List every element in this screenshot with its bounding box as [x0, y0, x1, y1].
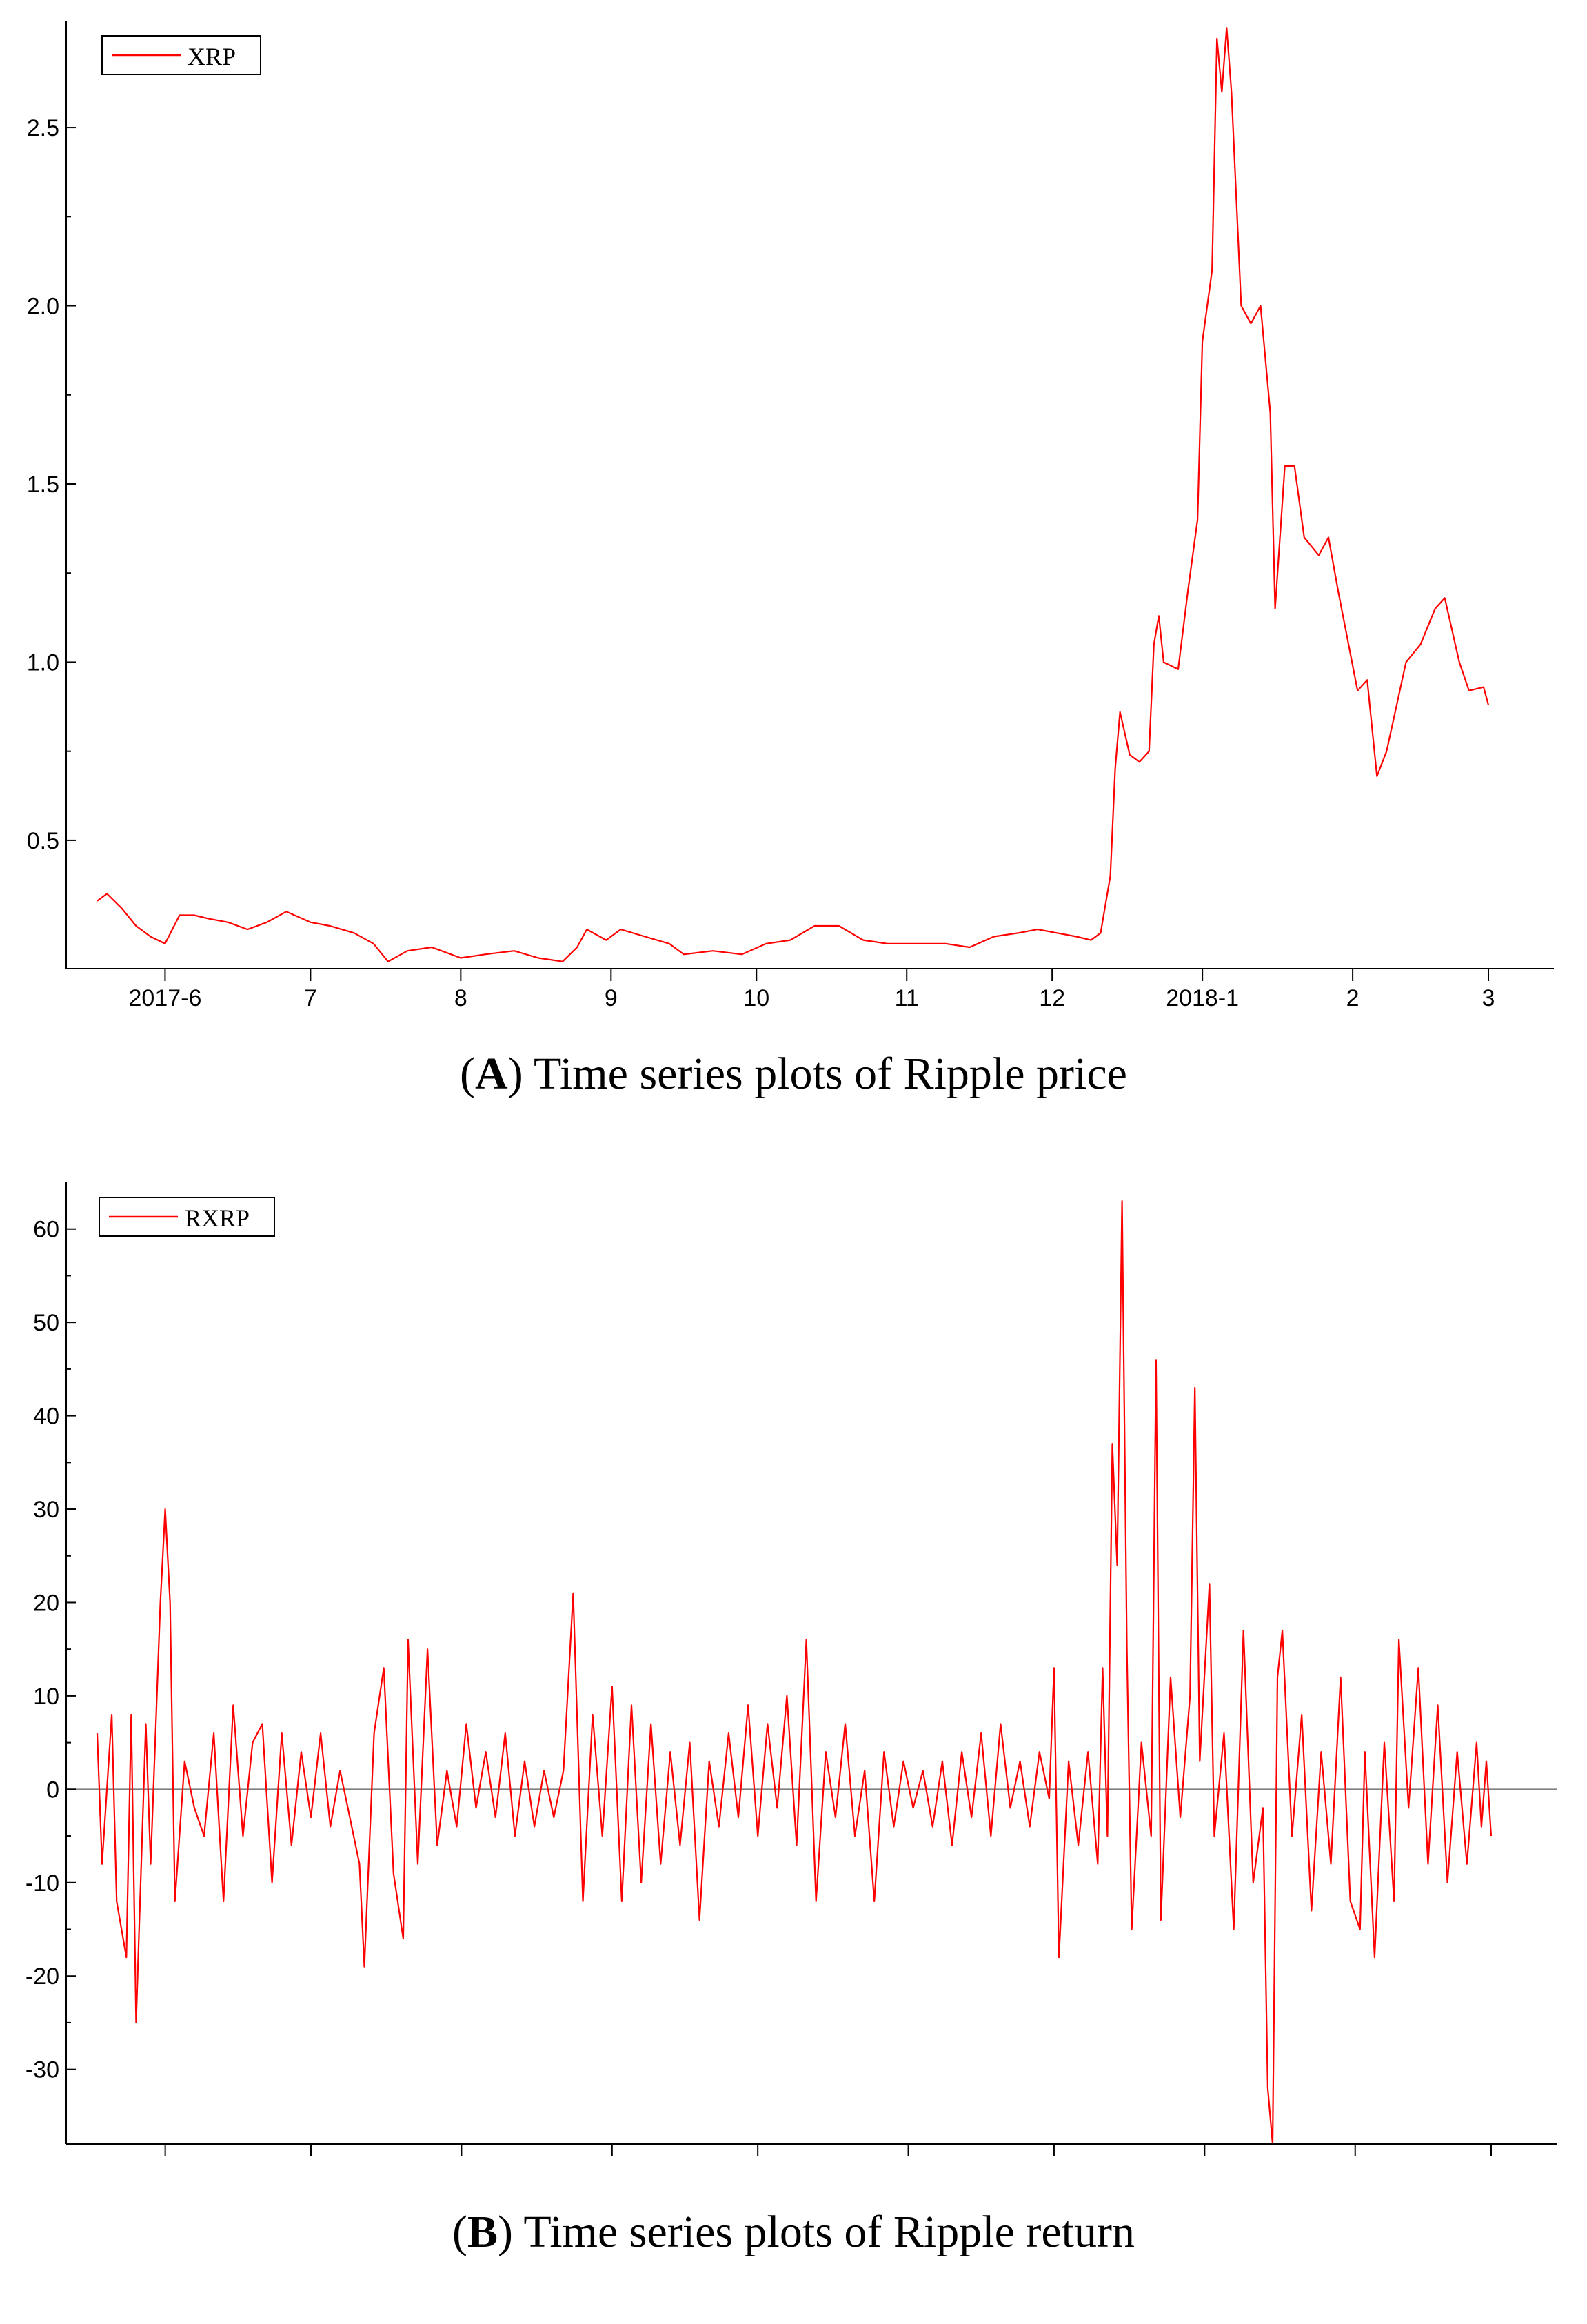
price-series-layer	[97, 27, 1490, 962]
price-y-tick-label: 2.0	[27, 294, 59, 320]
price-x-tick-label: 2018-1	[1166, 985, 1239, 1007]
return-legend-label: RXRP	[185, 1204, 250, 1232]
figure-caption-b: (B) Time series plots of Ripple return	[452, 2207, 1135, 2257]
return-y-tick-label: 20	[33, 1590, 59, 1616]
return-y-tick-label: -30	[26, 2057, 59, 2083]
return-y-tick-label: 30	[33, 1497, 59, 1523]
return-y-tick-label: -10	[26, 1870, 59, 1897]
price-x-tick-label: 3	[1482, 985, 1495, 1007]
price-y-tick-label: 1.5	[27, 472, 59, 498]
return-y-tick-label: 40	[33, 1404, 59, 1430]
return-y-tick-label: 0	[46, 1777, 59, 1803]
return-legend: RXRP	[99, 1197, 275, 1237]
price-x-tick-label: 2	[1346, 985, 1359, 1007]
return-series-line	[96, 1200, 1493, 2145]
price-x-tick-label: 12	[1039, 985, 1065, 1007]
return-chart: -30-20-1001020304050602017-6789101112201…	[26, 1182, 1557, 2161]
price-x-tick-label: 2017-6	[129, 985, 202, 1007]
figure-caption-a: (A) Time series plots of Ripple price	[460, 1049, 1127, 1099]
price-x-tick-label: 7	[304, 985, 317, 1007]
price-legend: XRP	[101, 35, 261, 75]
return-axes-layer: -30-20-1001020304050602017-6789101112201…	[26, 1182, 1557, 2161]
price-chart: 0.5 1.0 1.5 2.0 2.5 2017-6 7 8 9 10 11 12 2018-1 2 3 X…	[27, 21, 1554, 1007]
price-axes-layer: 0.5 1.0 1.5 2.0 2.5 2017-6 7 8 9 10 11 12 2018-1 2 3	[27, 21, 1554, 1007]
return-y-tick-label: 50	[33, 1310, 59, 1336]
price-y-tick-label: 1.0	[27, 649, 59, 676]
price-x-tick-label: 10	[743, 985, 769, 1007]
price-x-tick-label: 8	[454, 985, 467, 1007]
return-y-tick-label: 10	[33, 1684, 59, 1710]
price-series-line	[97, 27, 1490, 962]
price-legend-label: XRP	[188, 43, 236, 70]
price-x-tick-label: 9	[605, 985, 618, 1007]
price-y-tick-label: 2.5	[27, 115, 59, 141]
price-x-tick-label: 11	[895, 985, 919, 1007]
return-y-tick-label: -20	[26, 1963, 59, 1990]
return-y-tick-label: 60	[33, 1217, 59, 1243]
return-series-layer	[96, 1200, 1493, 2145]
price-y-tick-label: 0.5	[27, 828, 59, 854]
